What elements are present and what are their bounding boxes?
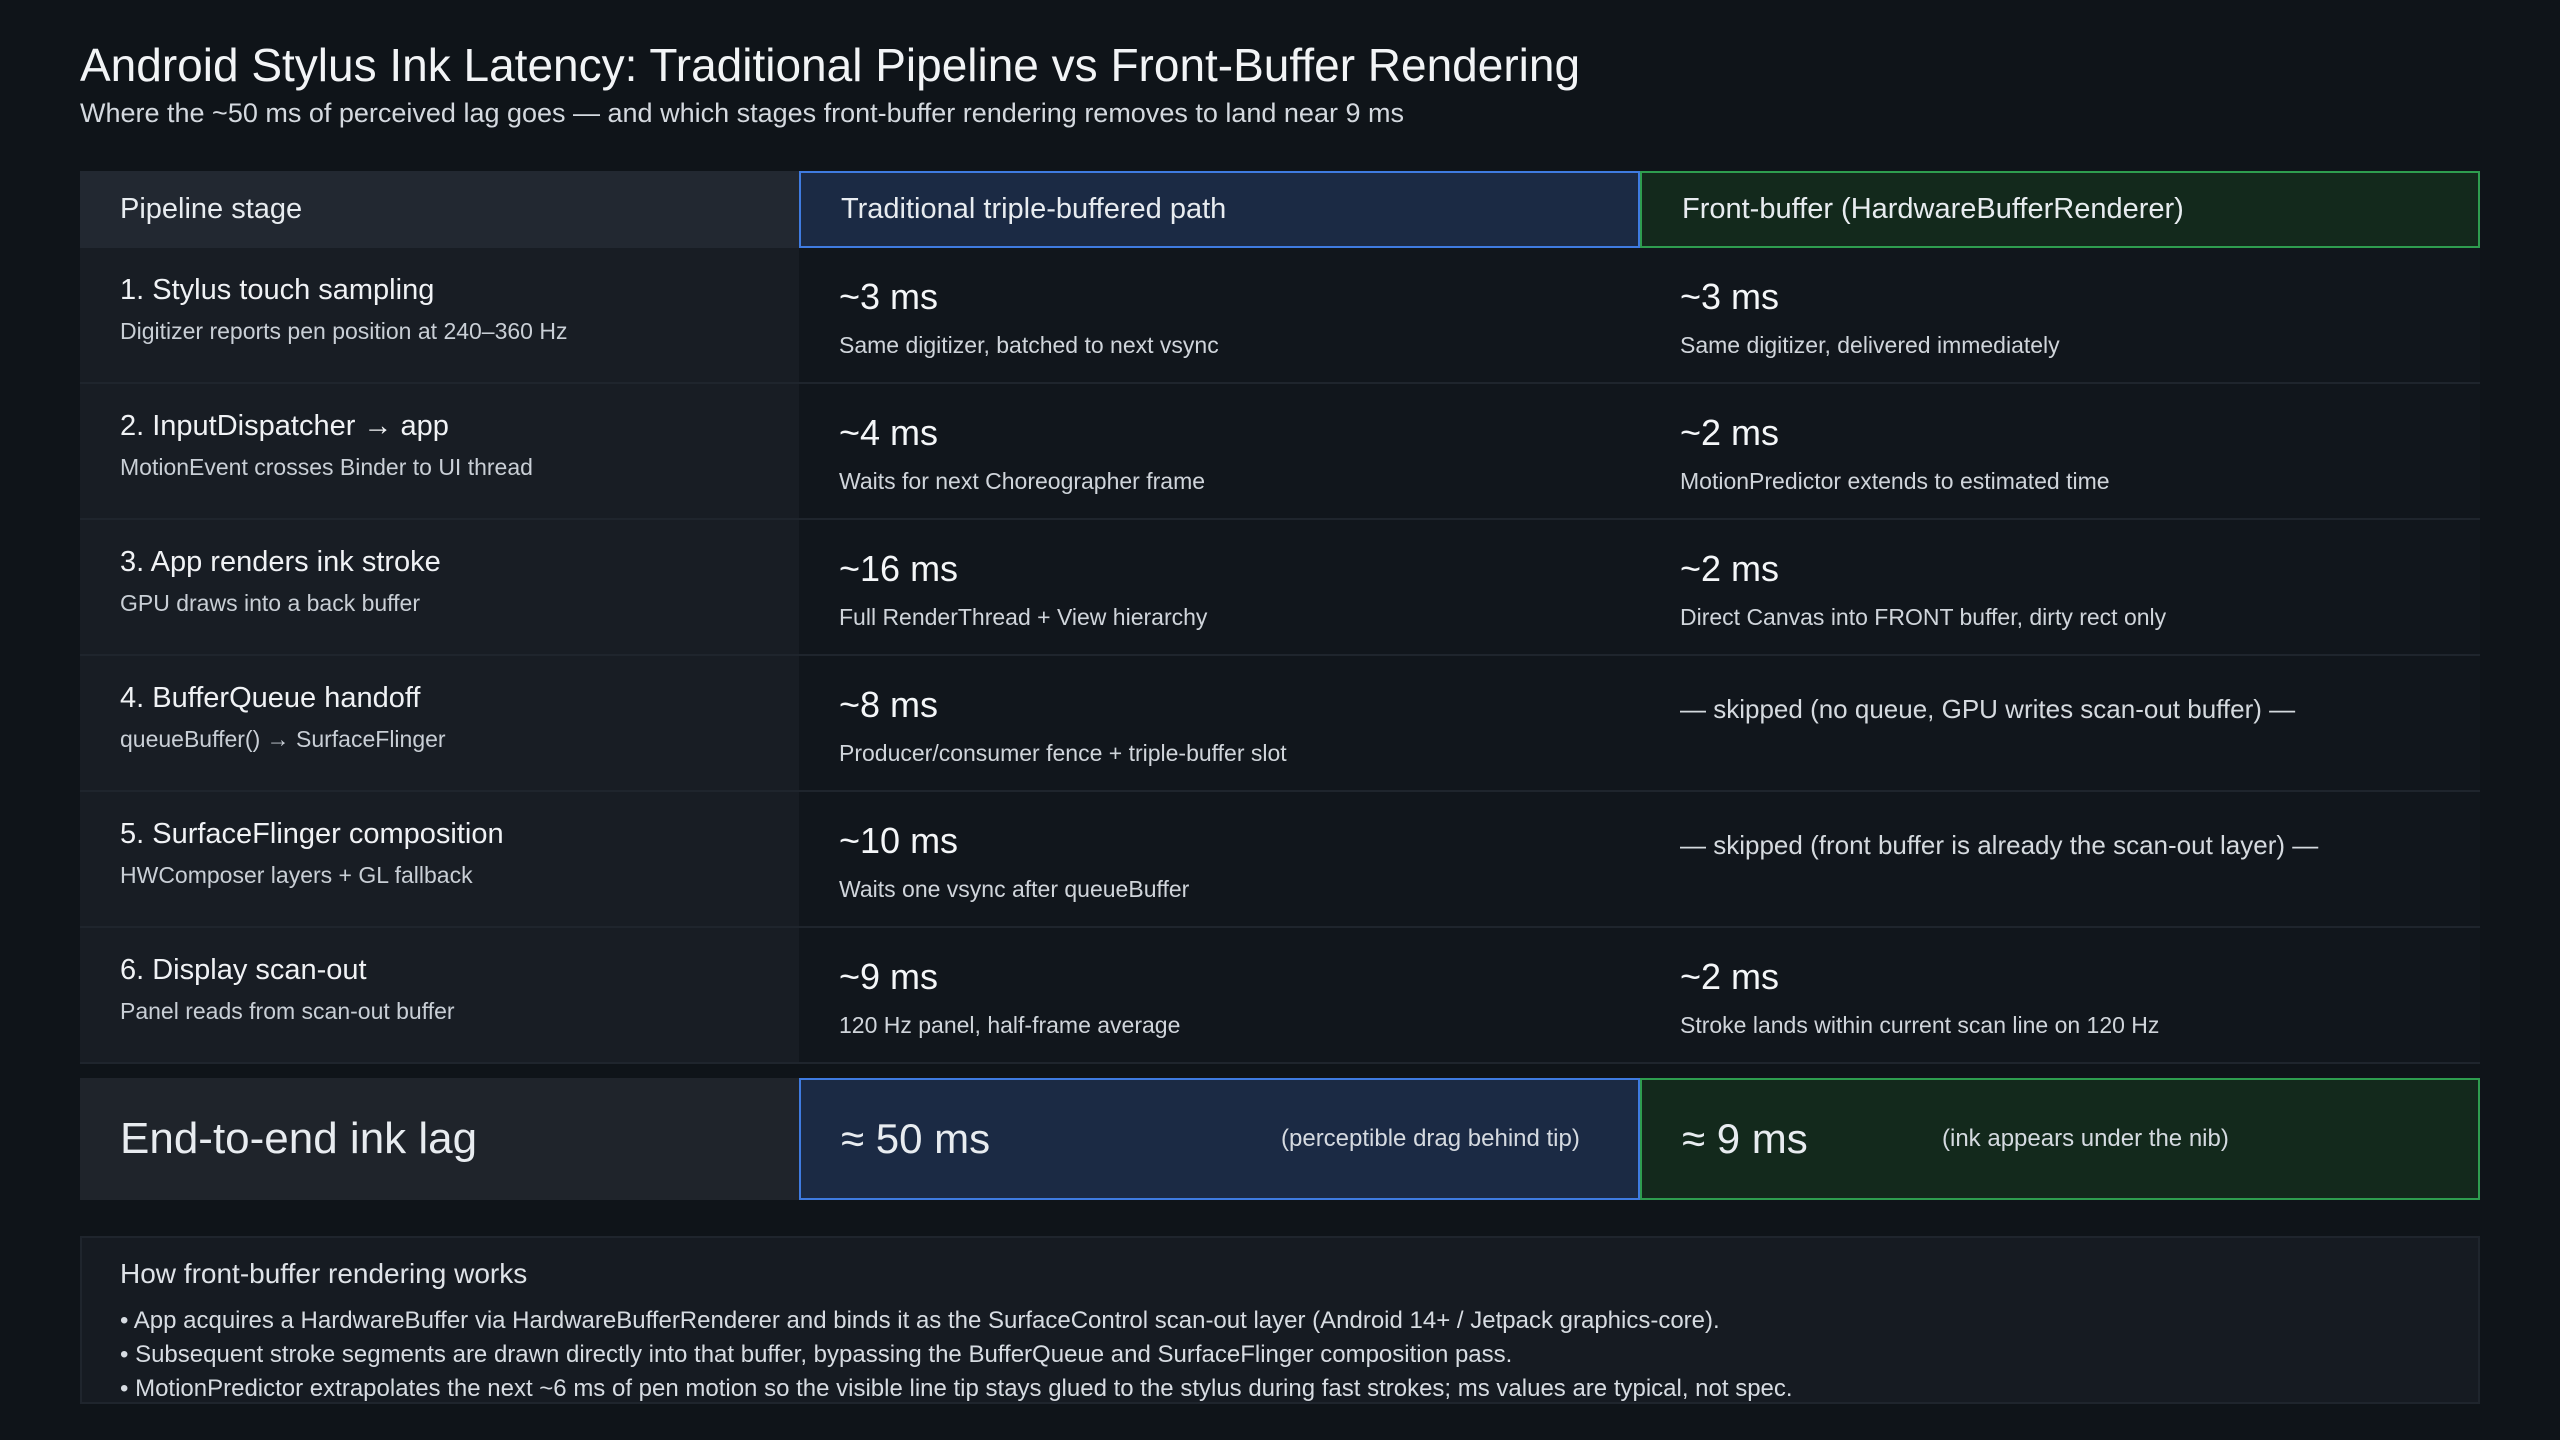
header-cell: Traditional triple-buffered path: [799, 171, 1640, 248]
latency-note: 120 Hz panel, half-frame average: [839, 1012, 1181, 1038]
latency-value: ~8 ms: [839, 684, 939, 725]
stage-detail: GPU draws into a back buffer: [120, 590, 420, 616]
stage-detail: MotionEvent crosses Binder to UI thread: [120, 454, 533, 480]
table-cell: 2. InputDispatcher → app MotionEvent cros…: [80, 384, 799, 520]
stage-title: 6. Display scan-out: [120, 954, 367, 986]
table-cell: ~2 ms Direct Canvas into FRONT buffer, di…: [1640, 520, 2480, 656]
table-cell: ~3 ms Same digitizer, delivered immediate…: [1640, 248, 2480, 384]
stage-title: 2. InputDispatcher → app: [120, 410, 449, 442]
table-cell: 6. Display scan-out Panel reads from scan…: [80, 928, 799, 1064]
table-cell: — skipped (no queue, GPU writes scan-out…: [1640, 656, 2480, 792]
total-cell: ≈ 9 ms (ink appears under the nib): [1640, 1078, 2480, 1200]
header-row: Pipeline stage Traditional triple-buffere…: [80, 171, 2480, 248]
total-note: (perceptible drag behind tip): [1281, 1125, 1580, 1152]
total-value: ≈ 50 ms: [841, 1115, 991, 1162]
table-row: 1. Stylus touch sampling Digitizer report…: [80, 248, 2480, 384]
table-row: 3. App renders ink stroke GPU draws into …: [80, 520, 2480, 656]
stage-title: 3. App renders ink stroke: [120, 546, 441, 578]
skipped-note: — skipped (no queue, GPU writes scan-out…: [1680, 694, 2296, 724]
latency-value: ~10 ms: [839, 820, 959, 861]
notes-title: How front-buffer rendering works: [120, 1258, 528, 1289]
table-cell: 5. SurfaceFlinger composition HWComposer …: [80, 792, 799, 928]
latency-note: Waits one vsync after queueBuffer: [839, 876, 1190, 902]
notes-panel: How front-buffer rendering works • App ac…: [80, 1236, 2480, 1404]
table-row: 4. BufferQueue handoff queueBuffer() → Su…: [80, 656, 2480, 792]
latency-note: MotionPredictor extends to estimated tim…: [1680, 468, 2110, 494]
latency-value: ~16 ms: [839, 548, 959, 589]
latency-value: ~2 ms: [1680, 412, 1780, 453]
stage-detail: queueBuffer() → SurfaceFlinger: [120, 726, 446, 752]
stage-title: 5. SurfaceFlinger composition: [120, 818, 504, 850]
comparison-table: Pipeline stage Traditional triple-buffere…: [80, 171, 2480, 1200]
latency-note: Producer/consumer fence + triple-buffer …: [839, 740, 1287, 766]
table-cell: — skipped (front buffer is already the s…: [1640, 792, 2480, 928]
latency-value: ~2 ms: [1680, 956, 1780, 997]
table-row: 2. InputDispatcher → app MotionEvent cros…: [80, 384, 2480, 520]
notes-item: • App acquires a HardwareBuffer via Hard…: [120, 1307, 1720, 1334]
table-cell: ~8 ms Producer/consumer fence + triple-bu…: [799, 656, 1640, 792]
skipped-note: — skipped (front buffer is already the s…: [1680, 830, 2319, 860]
header-cell: Front-buffer (HardwareBufferRenderer): [1640, 171, 2480, 248]
total-value: ≈ 9 ms: [1682, 1115, 1808, 1162]
table-row: 6. Display scan-out Panel reads from scan…: [80, 928, 2480, 1064]
table-row: 5. SurfaceFlinger composition HWComposer …: [80, 792, 2480, 928]
latency-note: Direct Canvas into FRONT buffer, dirty r…: [1680, 604, 2167, 630]
latency-note: Same digitizer, delivered immediately: [1680, 332, 2060, 358]
total-cell: ≈ 50 ms (perceptible drag behind tip): [799, 1078, 1640, 1200]
total-row: End-to-end ink lag ≈ 50 ms (perceptible dr…: [80, 1078, 2480, 1200]
latency-note: Same digitizer, batched to next vsync: [839, 332, 1219, 358]
page-title: Android Stylus Ink Latency: Traditional …: [80, 39, 1581, 91]
table-cell: ~10 ms Waits one vsync after queueBuffer: [799, 792, 1640, 928]
latency-note: Full RenderThread + View hierarchy: [839, 604, 1208, 630]
total-note: (ink appears under the nib): [1942, 1125, 2229, 1152]
latency-value: ~4 ms: [839, 412, 939, 453]
table-cell: ~3 ms Same digitizer, batched to next vsy…: [799, 248, 1640, 384]
latency-value: ~3 ms: [1680, 276, 1780, 317]
total-label: End-to-end ink lag: [80, 1078, 799, 1200]
stage-detail: HWComposer layers + GL fallback: [120, 862, 473, 888]
stage-detail: Digitizer reports pen position at 240–36…: [120, 318, 568, 344]
table-cell: 1. Stylus touch sampling Digitizer report…: [80, 248, 799, 384]
latency-value: ~3 ms: [839, 276, 939, 317]
stage-title: 1. Stylus touch sampling: [120, 274, 435, 306]
latency-note: Stroke lands within current scan line on…: [1680, 1012, 2160, 1038]
table-cell: 3. App renders ink stroke GPU draws into …: [80, 520, 799, 656]
table-cell: 4. BufferQueue handoff queueBuffer() → Su…: [80, 656, 799, 792]
header-cell: Pipeline stage: [80, 171, 799, 248]
notes-item: • Subsequent stroke segments are drawn d…: [120, 1341, 1513, 1368]
table-cell: ~9 ms 120 Hz panel, half-frame average: [799, 928, 1640, 1064]
latency-value: ~9 ms: [839, 956, 939, 997]
latency-note: Waits for next Choreographer frame: [839, 468, 1206, 494]
table-cell: ~2 ms Stroke lands within current scan li…: [1640, 928, 2480, 1064]
latency-value: ~2 ms: [1680, 548, 1780, 589]
table-cell: ~4 ms Waits for next Choreographer frame: [799, 384, 1640, 520]
page-subtitle: Where the ~50 ms of perceived lag goes —…: [80, 98, 1404, 128]
notes-item: • MotionPredictor extrapolates the next …: [120, 1375, 1793, 1402]
table-cell: ~2 ms MotionPredictor extends to estimate…: [1640, 384, 2480, 520]
stage-detail: Panel reads from scan-out buffer: [120, 998, 455, 1024]
table-cell: ~16 ms Full RenderThread + View hierarchy: [799, 520, 1640, 656]
stage-title: 4. BufferQueue handoff: [120, 682, 421, 714]
